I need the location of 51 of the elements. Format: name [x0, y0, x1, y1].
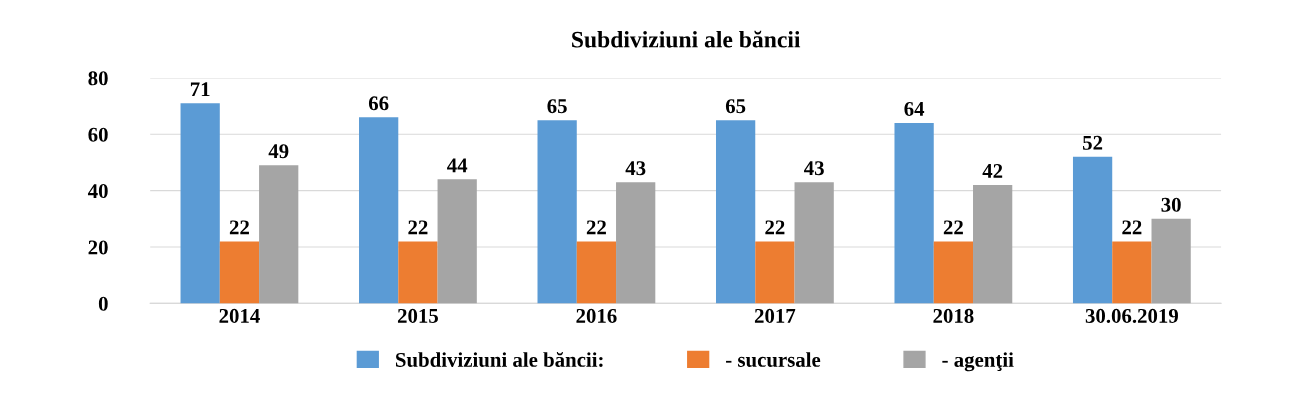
- y-tick-label: 40: [87, 184, 108, 199]
- data-label: 30: [1161, 197, 1181, 212]
- data-label: 65: [725, 99, 746, 114]
- data-label: 22: [586, 220, 606, 235]
- bar: [794, 182, 834, 304]
- data-label: 22: [765, 220, 785, 235]
- bar: [715, 120, 756, 304]
- bar: [1112, 241, 1152, 304]
- data-label: 43: [625, 161, 646, 176]
- data-label: 66: [368, 96, 389, 111]
- bar: [616, 182, 656, 304]
- data-label: 44: [447, 158, 468, 173]
- bar: [259, 165, 299, 304]
- x-tick-label: 2016: [576, 308, 617, 323]
- data-label: 64: [904, 101, 925, 116]
- data-label: 22: [943, 220, 963, 235]
- y-tick-label: 60: [88, 127, 108, 142]
- chart-title: Subdiviziuni ale băncii: [572, 30, 801, 48]
- data-label: 43: [804, 161, 824, 176]
- data-label: 71: [190, 82, 210, 97]
- x-tick-label: 2018: [933, 308, 974, 323]
- data-label: 22: [229, 220, 249, 235]
- bar: [933, 241, 974, 304]
- data-label: 52: [1083, 135, 1103, 150]
- bar: [180, 103, 220, 304]
- bar: [359, 117, 399, 304]
- legend-label: Subdiviziuni ale băncii:: [396, 352, 603, 367]
- bar: [973, 185, 1013, 304]
- bar: [1151, 218, 1191, 304]
- x-tick-label: 2014: [219, 308, 260, 323]
- data-label: 65: [547, 99, 567, 114]
- bar: [576, 241, 617, 304]
- bar: [755, 241, 795, 304]
- legend-label: - sucursale: [726, 352, 821, 367]
- x-tick-label: 2017: [754, 308, 796, 323]
- bar: [537, 120, 577, 304]
- data-label: 49: [268, 144, 289, 159]
- bar: [398, 241, 438, 304]
- x-tick-label: 2015: [397, 308, 438, 323]
- bar: [1072, 156, 1113, 304]
- data-label: 42: [982, 164, 1003, 178]
- bar: [437, 179, 477, 304]
- x-tick-label: 30.06.2019: [1085, 308, 1178, 324]
- y-tick-label: 80: [88, 71, 108, 86]
- y-tick-label: 20: [88, 240, 108, 255]
- data-label: 22: [1122, 220, 1142, 235]
- bar: [894, 123, 934, 304]
- data-label: 22: [408, 220, 428, 235]
- legend-label: - agenţii: [942, 352, 1014, 372]
- y-tick-label: 0: [98, 296, 108, 311]
- bar: [219, 241, 260, 304]
